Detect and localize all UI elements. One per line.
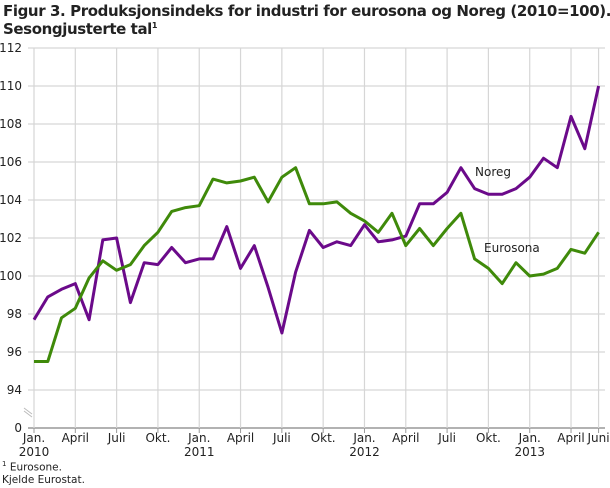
y-tick-label: 100 [0,269,22,283]
x-tick-label: April [557,431,584,445]
axis-break-mark [23,407,33,415]
x-tick-label: Jan. [518,431,541,445]
x-tick-label: April [392,431,419,445]
y-tick-label: 104 [0,193,22,207]
y-tick-label: 110 [0,79,22,93]
axis-break-mark [23,410,33,418]
x-tick-year: 2010 [19,445,50,459]
y-tick-label: 98 [7,307,22,321]
x-tick-label: Juli [272,431,291,445]
y-tick-label: 108 [0,117,22,131]
x-tick-label: Juli [107,431,126,445]
series-line-noreg [32,85,601,335]
x-tick-label: Jan. [352,431,375,445]
x-tick-label: Okt. [311,431,336,445]
series-label-eurosona: Eurosona [484,241,540,255]
footnote-1: 1 Eurosone. [2,460,62,474]
x-tick-label: April [62,431,89,445]
x-tick-year: 2012 [349,445,380,459]
x-tick-year: 2013 [514,445,545,459]
x-tick-year: 2011 [184,445,215,459]
y-tick-label: 102 [0,231,22,245]
y-tick-label: 94 [7,383,22,397]
y-tick-label: 106 [0,155,22,169]
footnote-mark: 1 [2,460,7,468]
y-tick-label: 0 [14,421,22,435]
chart-title-line1: Figur 3. Produksjonsindeks for industri … [3,2,610,20]
x-tick-label: Okt. [476,431,501,445]
x-tick-label: Juni [587,431,610,445]
chart-title-line2: Sesongjusterte tal1 [3,20,158,38]
x-tick-label: Juli [437,431,456,445]
footnote-text: Eurosone. [9,461,62,474]
x-tick-label: Jan. [187,431,210,445]
series-label-noreg: Noreg [475,165,511,179]
x-tick-label: Jan. [22,431,45,445]
x-tick-label: April [227,431,254,445]
y-tick-label: 96 [7,345,22,359]
series-line-eurosona [34,166,600,363]
title-text: Sesongjusterte tal [3,20,152,38]
source-note: Kjelde Eurostat. [2,474,85,486]
y-tick-label: 112 [0,41,22,55]
x-tick-label: Okt. [145,431,170,445]
title-footnote-mark: 1 [151,21,158,30]
